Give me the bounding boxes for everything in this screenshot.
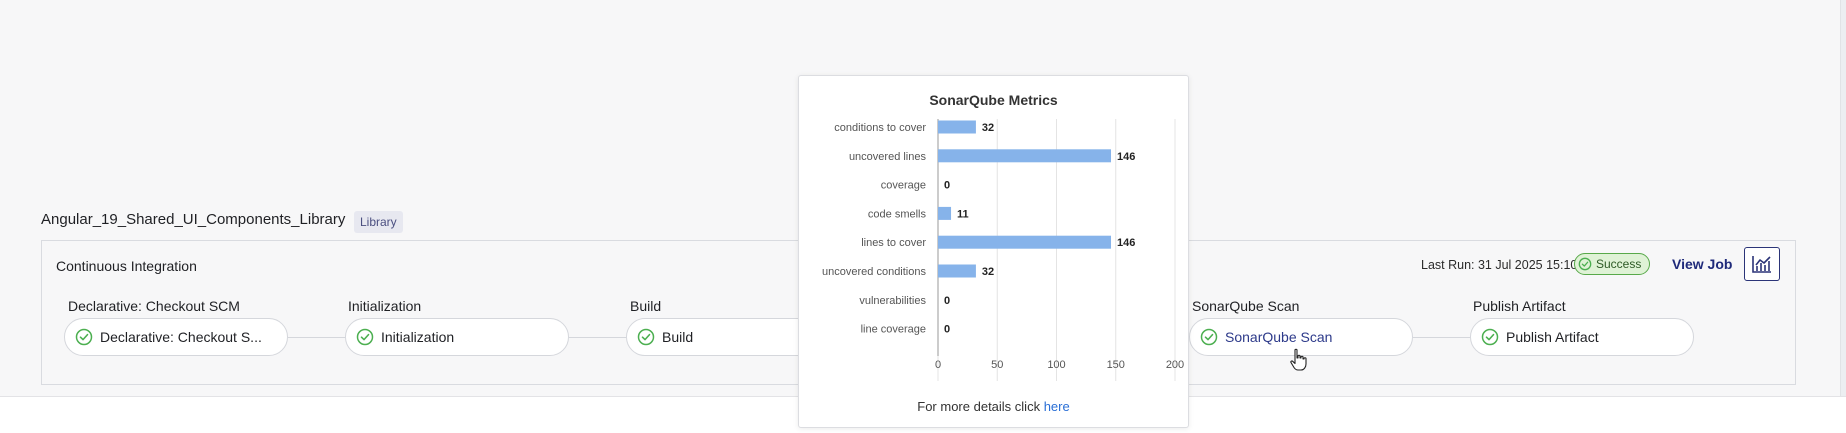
stage-connector <box>569 337 626 338</box>
check-circle-icon <box>1200 328 1218 346</box>
x-tick-label: 100 <box>1047 359 1065 371</box>
view-job-link[interactable]: View Job <box>1672 256 1733 272</box>
stage-label-checkout-scm: Declarative: Checkout SCM <box>68 298 240 314</box>
metric-bar <box>938 235 1112 249</box>
category-label: lines to cover <box>861 237 926 249</box>
data-label: 32 <box>982 122 994 134</box>
chart-line-icon <box>1752 256 1771 273</box>
x-tick-label: 50 <box>991 359 1003 371</box>
ci-title: Continuous Integration <box>56 258 197 274</box>
category-label: coverage <box>881 180 926 192</box>
stage-pill-publish-artifact[interactable]: Publish Artifact <box>1470 318 1694 356</box>
x-tick-label: 200 <box>1166 359 1184 371</box>
stage-label-sonarqube-scan: SonarQube Scan <box>1192 298 1300 314</box>
x-tick-label: 0 <box>935 359 941 371</box>
data-label: 146 <box>1117 237 1135 249</box>
stage-pill-label: Build <box>662 329 694 345</box>
check-circle-icon <box>1481 328 1499 346</box>
sonarqube-metrics-popup: SonarQube Metrics 0 50 100 150 200 conditions… <box>798 75 1189 428</box>
stage-pill-label: Publish Artifact <box>1506 329 1599 345</box>
data-label: 11 <box>957 208 969 220</box>
stage-label-initialization: Initialization <box>348 298 422 314</box>
data-label: 32 <box>982 266 994 278</box>
hand-pointer-icon <box>1290 348 1307 371</box>
x-tick-label: 150 <box>1107 359 1125 371</box>
category-label: uncovered conditions <box>822 266 926 278</box>
stage-pill-initialization[interactable]: Initialization <box>345 318 569 356</box>
project-title: Angular_19_Shared_UI_Components_Library <box>41 211 346 228</box>
stage-pill-label: SonarQube Scan <box>1225 329 1333 345</box>
data-label: 0 <box>944 180 950 192</box>
stage-pill-checkout-scm[interactable]: Declarative: Checkout S... <box>64 318 288 356</box>
metrics-bar-chart: 0 50 100 150 200 conditions to cover 32 uncover… <box>822 119 1184 381</box>
vertical-scrollbar[interactable] <box>1840 0 1846 396</box>
metrics-chart-button[interactable] <box>1744 247 1780 281</box>
stage-label-build: Build <box>630 298 662 314</box>
category-label: conditions to cover <box>834 122 926 134</box>
metric-bar <box>938 149 1112 163</box>
category-label: line coverage <box>861 324 926 336</box>
library-badge: Library <box>354 211 403 233</box>
metric-bar <box>938 120 976 134</box>
check-circle-icon <box>637 328 655 346</box>
stage-label-publish-artifact: Publish Artifact <box>1473 298 1566 314</box>
status-label: Success <box>1596 257 1642 271</box>
last-run-text: Last Run: 31 Jul 2025 15:10 <box>1421 258 1578 272</box>
details-link[interactable]: here <box>1043 399 1070 414</box>
data-label: 146 <box>1117 151 1135 163</box>
category-label: vulnerabilities <box>859 295 926 307</box>
check-circle-icon <box>356 328 374 346</box>
category-label: uncovered lines <box>849 151 927 163</box>
data-label: 0 <box>944 295 950 307</box>
popup-footer: For more details click here <box>799 399 1188 414</box>
status-badge: Success <box>1574 253 1651 275</box>
data-label: 0 <box>944 324 950 336</box>
stage-pill-label: Declarative: Checkout S... <box>100 329 262 345</box>
popup-footer-text: For more details click <box>917 399 1041 414</box>
category-label: code smells <box>868 208 927 220</box>
stage-connector <box>288 337 345 338</box>
popup-title: SonarQube Metrics <box>929 92 1058 108</box>
stage-pill-label: Initialization <box>381 329 455 345</box>
check-circle-icon <box>1578 257 1592 271</box>
metric-bar <box>938 264 976 278</box>
stage-pill-sonarqube-scan[interactable]: SonarQube Scan <box>1189 318 1413 356</box>
stage-connector <box>1413 337 1470 338</box>
metric-bar <box>938 206 952 220</box>
check-circle-icon <box>75 328 93 346</box>
